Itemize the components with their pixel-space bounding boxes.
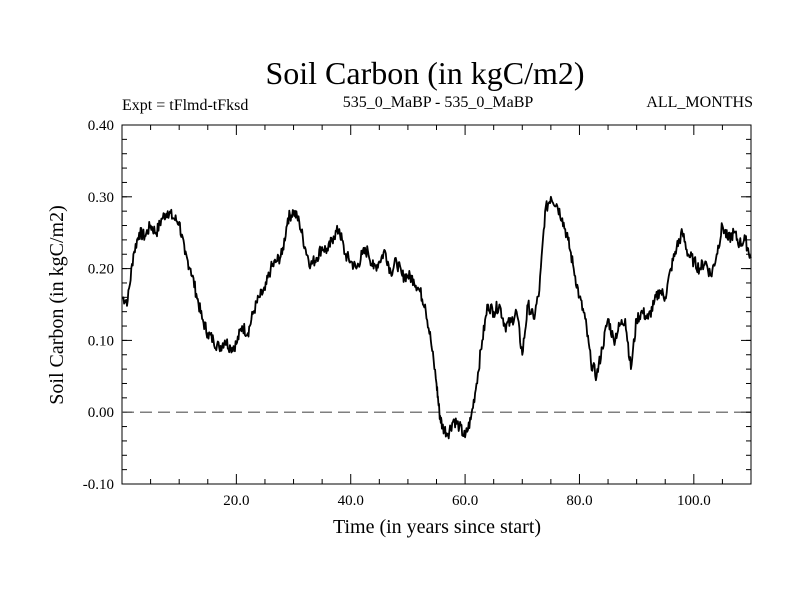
ticks-layer: -0.10 0.00 0.10 0.20 0.30 0.40 20.0 40.0 60.0 80.…: [83, 118, 751, 509]
y-tick-label: 0.30: [88, 190, 114, 206]
y-tick-label: 0.40: [88, 118, 114, 134]
x-tick-label: 100.0: [677, 493, 711, 509]
y-tick-label: 0.00: [88, 405, 114, 421]
period-label: 535_0_MaBP - 535_0_MaBP: [343, 94, 534, 111]
x-axis-label: Time (in years since start): [333, 516, 541, 538]
experiment-label: Expt = tFlmd-tFksd: [122, 97, 248, 114]
x-tick-label: 20.0: [223, 493, 249, 509]
x-tick-label: 80.0: [566, 493, 592, 509]
y-tick-label: 0.20: [88, 262, 114, 278]
series-layer: [121, 195, 752, 440]
months-label: ALL_MONTHS: [646, 94, 753, 111]
x-tick-label: 40.0: [338, 493, 364, 509]
y-tick-label: 0.10: [88, 333, 114, 349]
chart-title: Soil Carbon (in kgC/m2): [265, 55, 584, 91]
x-tick-label: 60.0: [452, 493, 478, 509]
y-tick-label: -0.10: [83, 477, 114, 493]
plot-frame: [121, 124, 752, 485]
series-line-soil-carbon: [121, 195, 752, 440]
y-axis-label: Soil Carbon (in kgC/m2): [46, 205, 68, 404]
